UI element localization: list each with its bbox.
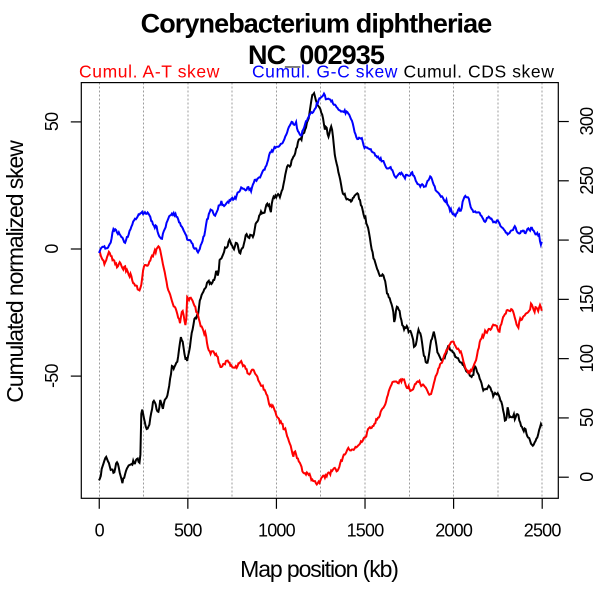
- svg-text:1000: 1000: [258, 521, 296, 541]
- svg-text:Cumul. G-C skew: Cumul. G-C skew: [252, 62, 398, 82]
- svg-text:200: 200: [577, 225, 597, 253]
- svg-text:Map position (kb): Map position (kb): [240, 556, 398, 582]
- svg-text:2000: 2000: [435, 521, 473, 541]
- svg-text:300: 300: [577, 107, 597, 135]
- svg-text:500: 500: [174, 521, 202, 541]
- svg-text:50: 50: [42, 112, 62, 131]
- svg-text:1500: 1500: [347, 521, 385, 541]
- svg-text:NC_002935: NC_002935: [248, 40, 385, 70]
- svg-text:Cumul. CDS skew: Cumul. CDS skew: [404, 62, 555, 82]
- svg-text:2500: 2500: [524, 521, 562, 541]
- svg-text:100: 100: [577, 344, 597, 372]
- svg-text:0: 0: [42, 244, 62, 254]
- svg-text:-50: -50: [42, 364, 62, 388]
- svg-text:250: 250: [577, 166, 597, 194]
- svg-text:Corynebacterium diphtheriae: Corynebacterium diphtheriae: [141, 9, 493, 39]
- svg-text:Cumulated normalized skew: Cumulated normalized skew: [2, 140, 28, 403]
- svg-text:150: 150: [577, 285, 597, 313]
- svg-text:0: 0: [95, 521, 105, 541]
- svg-text:0: 0: [577, 472, 597, 482]
- svg-text:50: 50: [577, 408, 597, 427]
- svg-text:Cumul. A-T skew: Cumul. A-T skew: [79, 62, 220, 82]
